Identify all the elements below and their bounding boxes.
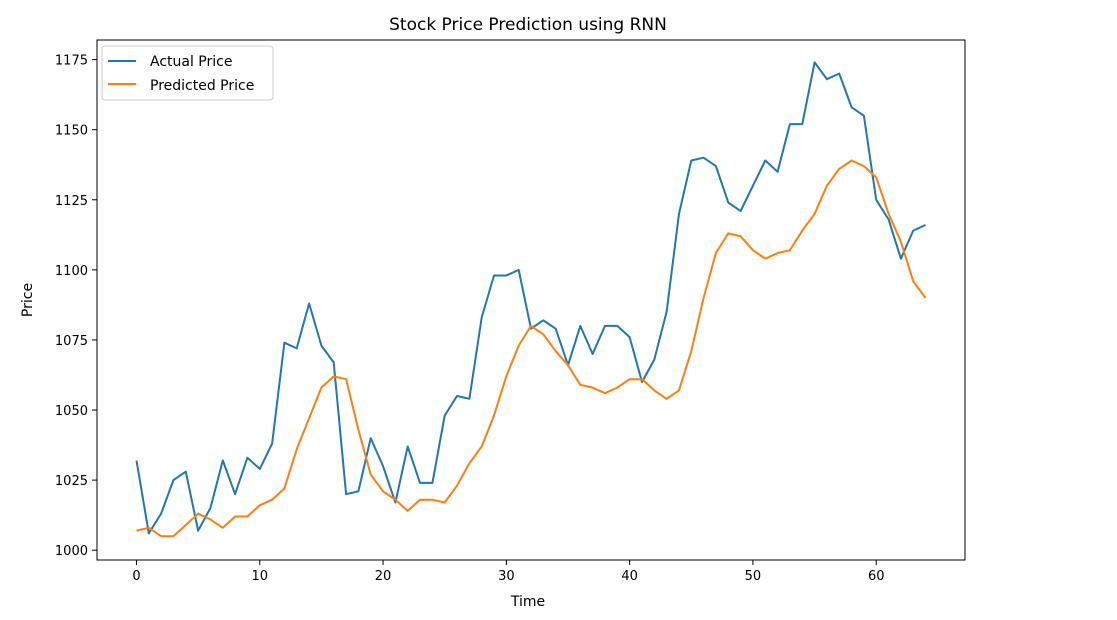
x-tick-label: 40 (621, 569, 638, 584)
chart-title: Stock Price Prediction using RNN (389, 15, 667, 35)
legend-label-predicted-price: Predicted Price (150, 78, 254, 94)
legend-label-actual-price: Actual Price (150, 54, 232, 70)
y-axis-label: Price (20, 283, 36, 317)
y-tick-label: 1150 (55, 124, 88, 139)
y-tick-label: 1075 (55, 334, 88, 349)
y-axis-ticks: 1000 1025 1050 1075 1100 1125 1150 1175 (55, 54, 97, 559)
y-tick-label: 1025 (55, 474, 88, 489)
x-axis-ticks: 0 10 20 30 40 50 60 (132, 560, 885, 584)
y-tick-label: 1175 (55, 54, 88, 69)
legend-box (101, 45, 274, 101)
series-line-actual-price (135, 61, 926, 535)
x-tick-label: 30 (498, 569, 515, 584)
y-tick-label: 1000 (55, 544, 88, 559)
series-line-predicted-price (136, 159, 927, 538)
x-axis-label: Time (510, 594, 545, 610)
x-tick-label: 20 (375, 569, 392, 584)
x-tick-label: 60 (868, 569, 885, 584)
plot-frame (96, 39, 966, 561)
y-tick-label: 1100 (55, 264, 88, 279)
x-tick-label: 0 (132, 569, 140, 584)
y-tick-label: 1125 (55, 194, 88, 209)
legend: Actual Price Predicted Price (101, 45, 274, 101)
x-tick-label: 10 (251, 569, 268, 584)
y-tick-label: 1050 (55, 404, 88, 419)
x-tick-label: 50 (745, 569, 762, 584)
series-layer (135, 61, 927, 538)
